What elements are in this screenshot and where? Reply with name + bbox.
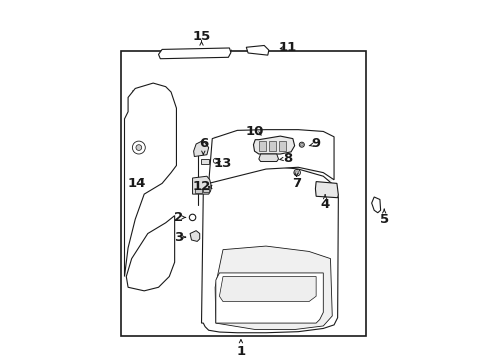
Circle shape	[189, 214, 195, 221]
Circle shape	[132, 141, 145, 154]
Text: 11: 11	[278, 41, 296, 54]
Bar	[201, 159, 208, 164]
Circle shape	[213, 158, 218, 163]
Polygon shape	[124, 83, 176, 276]
Bar	[278, 141, 285, 151]
Polygon shape	[201, 166, 338, 333]
Polygon shape	[219, 276, 316, 302]
Polygon shape	[315, 181, 338, 198]
Polygon shape	[158, 48, 230, 59]
Polygon shape	[253, 136, 294, 154]
Text: 2: 2	[173, 211, 183, 224]
Circle shape	[136, 145, 142, 150]
Text: 3: 3	[173, 231, 183, 244]
Text: 1: 1	[236, 345, 245, 357]
Polygon shape	[215, 273, 323, 323]
Polygon shape	[258, 154, 278, 162]
Polygon shape	[193, 140, 208, 157]
Polygon shape	[126, 216, 174, 291]
Bar	[268, 141, 275, 151]
Text: 5: 5	[379, 213, 388, 226]
Bar	[258, 141, 265, 151]
Polygon shape	[371, 197, 380, 213]
Bar	[121, 51, 366, 336]
Text: 14: 14	[127, 177, 146, 190]
Text: 15: 15	[192, 30, 210, 43]
Text: 12: 12	[192, 180, 210, 193]
Text: 13: 13	[213, 157, 232, 170]
Text: 6: 6	[198, 138, 207, 150]
Circle shape	[299, 142, 304, 147]
Polygon shape	[246, 45, 268, 55]
Text: 8: 8	[282, 152, 291, 165]
Circle shape	[300, 143, 303, 146]
Polygon shape	[208, 130, 333, 183]
Text: 9: 9	[311, 138, 320, 150]
Polygon shape	[192, 176, 211, 194]
Text: 10: 10	[245, 125, 264, 138]
Polygon shape	[190, 231, 199, 242]
Polygon shape	[215, 246, 331, 329]
Bar	[203, 188, 208, 192]
Text: 7: 7	[291, 177, 301, 190]
Bar	[195, 189, 202, 193]
Text: 4: 4	[320, 198, 329, 211]
Circle shape	[295, 171, 298, 175]
Circle shape	[293, 170, 300, 176]
